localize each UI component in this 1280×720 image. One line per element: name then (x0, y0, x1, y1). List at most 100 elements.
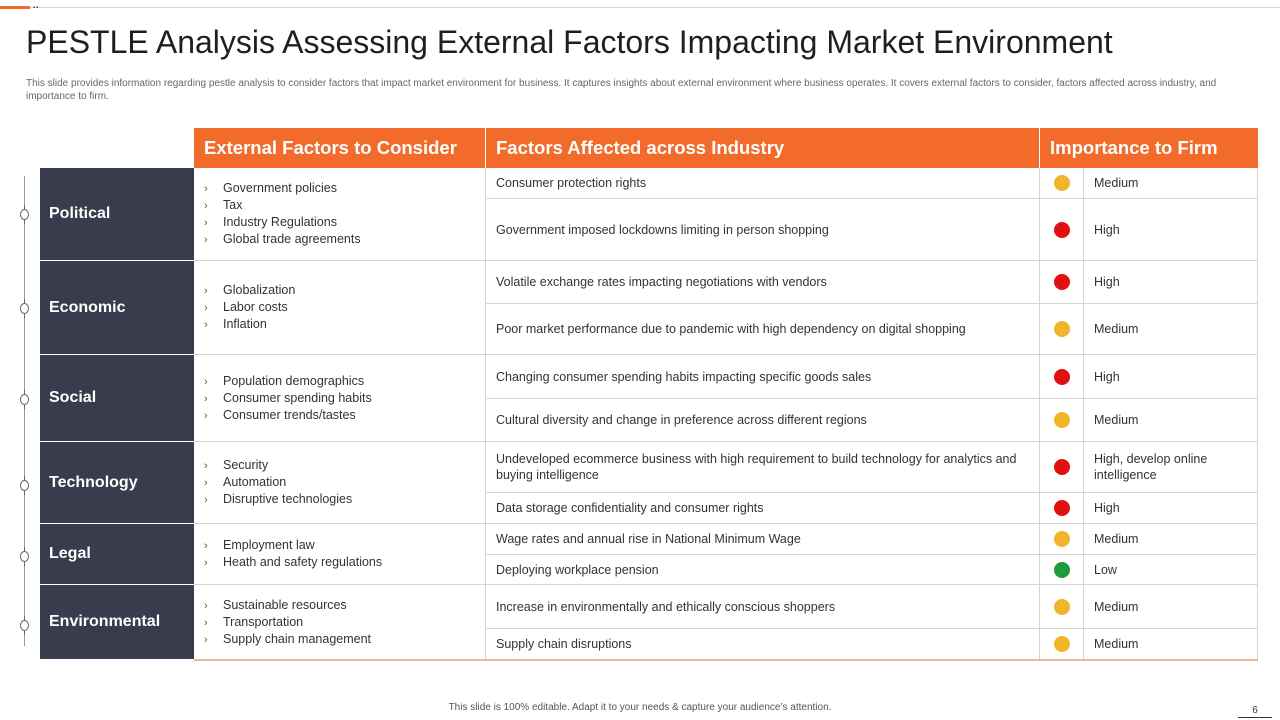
list-item: › Tax (204, 197, 485, 214)
timeline-node (20, 616, 29, 635)
affected-factor-cell: Cultural diversity and change in prefere… (486, 399, 1040, 442)
importance-cell: High (1084, 199, 1258, 261)
importance-cell: High (1084, 493, 1258, 524)
chevron-right-icon: › (204, 540, 208, 552)
importance-cell: High (1084, 261, 1258, 304)
importance-indicator-cell (1040, 524, 1084, 555)
timeline-node (20, 547, 29, 566)
list-item: › Transportation (204, 614, 485, 631)
affected-factor-text: Wage rates and annual rise in National M… (496, 532, 801, 546)
external-factors-list: › Government policies › Tax › Industry Regula… (194, 168, 486, 261)
status-dot-icon (1053, 636, 1070, 652)
importance-text: Medium (1094, 637, 1139, 651)
chevron-right-icon: › (204, 285, 208, 297)
chevron-right-icon: › (204, 392, 208, 405)
status-dot-icon (1053, 368, 1070, 385)
importance-text: Medium (1094, 599, 1139, 614)
importance-cell: Medium (1084, 524, 1258, 555)
chevron-right-icon: › (204, 183, 208, 195)
factor-text: Labor costs (223, 300, 288, 314)
top-accent-bar (0, 6, 30, 9)
external-factors-list: › Security › Automation › Disruptive technolo… (194, 442, 486, 524)
chevron-right-icon: › (204, 494, 208, 506)
list-item: › Consumer spending habits (204, 390, 485, 407)
chevron-right-icon: › (204, 234, 208, 246)
affected-factor-text: Deploying workplace pension (496, 562, 659, 577)
affected-factor-text: Government imposed lockdowns limiting in… (496, 222, 829, 237)
chevron-right-icon: › (204, 460, 208, 472)
importance-text: High (1094, 222, 1120, 237)
list-item: › Industry Regulations (204, 214, 485, 231)
list-item: › Sustainable resources (204, 597, 485, 614)
affected-factor-cell: Changing consumer spending habits impact… (486, 355, 1040, 399)
status-dot-icon (1053, 412, 1070, 428)
chevron-right-icon: › (204, 319, 208, 331)
top-rule (0, 7, 1280, 8)
category-economic: Economic (40, 261, 194, 355)
factor-text: Heath and safety regulations (223, 555, 383, 569)
chevron-right-icon: › (204, 200, 208, 212)
status-dot-icon (1053, 561, 1070, 578)
importance-indicator-cell (1040, 304, 1084, 355)
page-number: 6 (1238, 705, 1272, 718)
affected-factor-text: Volatile exchange rates impacting negoti… (496, 275, 827, 289)
timeline-node (20, 205, 29, 224)
status-dot-icon (1053, 500, 1070, 516)
importance-indicator-cell (1040, 585, 1084, 629)
factor-text: Disruptive technologies (223, 492, 353, 506)
factor-text: Government policies (223, 181, 337, 195)
importance-indicator-cell (1040, 199, 1084, 261)
importance-text: High, develop online intelligence (1094, 452, 1208, 482)
list-item: › Globalization (204, 282, 485, 299)
affected-factor-cell: Poor market performance due to pandemic … (486, 304, 1040, 355)
importance-cell: High, develop online intelligence (1084, 442, 1258, 493)
factor-text: Global trade agreements (223, 232, 361, 246)
list-item: › Disruptive technologies (204, 491, 485, 508)
factor-text: Employment law (223, 538, 315, 552)
affected-factor-cell: Supply chain disruptions (486, 629, 1040, 660)
external-factors-list: › Globalization › Labor costs › Inflation (194, 261, 486, 355)
affected-factor-text: Undeveloped ecommerce business with high… (496, 452, 1017, 482)
status-dot-icon (1053, 274, 1070, 290)
factor-text: Supply chain management (223, 631, 372, 646)
importance-indicator-cell (1040, 399, 1084, 442)
factor-text: Sustainable resources (223, 597, 347, 612)
affected-factor-cell: Government imposed lockdowns limiting in… (486, 199, 1040, 261)
importance-indicator-cell (1040, 261, 1084, 304)
chevron-right-icon: › (204, 557, 208, 569)
list-item: › Employment law (204, 537, 485, 554)
external-factors-list: › Sustainable resources › Transportation › Su… (194, 585, 486, 660)
importance-text: High (1094, 369, 1120, 384)
importance-text: Medium (1094, 413, 1139, 427)
importance-indicator-cell (1040, 493, 1084, 524)
affected-factor-text: Poor market performance due to pandemic … (496, 322, 966, 336)
header-importance: Importance to Firm (1040, 128, 1258, 168)
timeline-node (20, 299, 29, 318)
status-dot-icon (1053, 221, 1070, 238)
factor-text: Population demographics (223, 373, 365, 388)
affected-factor-text: Consumer protection rights (496, 176, 647, 190)
affected-factor-text: Supply chain disruptions (496, 637, 632, 651)
factor-text: Globalization (223, 283, 296, 297)
external-factors-list: › Employment law › Heath and safety regulat… (194, 524, 486, 585)
factor-text: Transportation (223, 614, 304, 629)
header-factors-affected: Factors Affected across Industry (486, 128, 1040, 168)
affected-factor-cell: Wage rates and annual rise in National M… (486, 524, 1040, 555)
affected-factor-text: Changing consumer spending habits impact… (496, 369, 872, 384)
timeline-node (20, 390, 29, 409)
affected-factor-cell: Volatile exchange rates impacting negoti… (486, 261, 1040, 304)
importance-cell: Medium (1084, 168, 1258, 199)
affected-factor-cell: Increase in environmentally and ethicall… (486, 585, 1040, 629)
factor-text: Inflation (223, 317, 267, 331)
chevron-right-icon: › (204, 217, 208, 229)
status-dot-icon (1053, 531, 1070, 547)
factor-text: Automation (223, 475, 287, 489)
timeline-node (20, 476, 29, 495)
importance-cell: Medium (1084, 629, 1258, 660)
list-item: › Government policies (204, 180, 485, 197)
status-dot-icon (1053, 321, 1070, 337)
importance-text: Medium (1094, 322, 1139, 336)
importance-indicator-cell (1040, 355, 1084, 399)
timeline-line (24, 176, 25, 646)
category-political: Political (40, 168, 194, 261)
